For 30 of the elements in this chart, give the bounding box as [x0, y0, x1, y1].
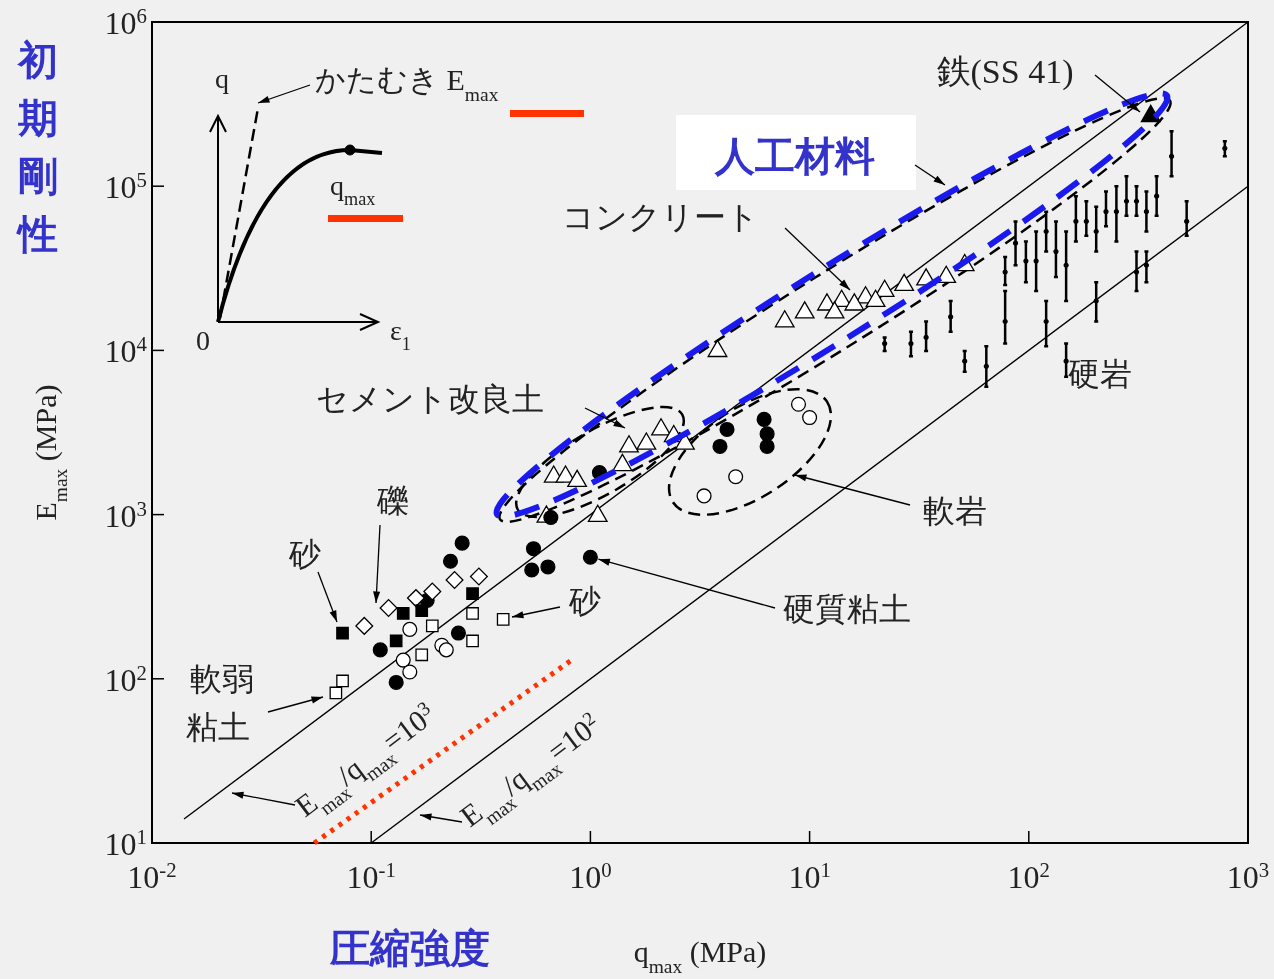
x-tick-label: 10$^{3}$ [1226, 857, 1270, 895]
annotation: 礫 [376, 483, 409, 519]
annotation: 硬岩 [1068, 356, 1132, 392]
x-tick-label: 10$^{1}$ [788, 857, 831, 895]
annotation: セメント改良土 [316, 381, 544, 417]
x-tick-label: 10$^{2}$ [1007, 857, 1050, 895]
text: 圧縮強度 [329, 925, 490, 971]
annotation: 砂 [288, 536, 321, 572]
annotation: 軟岩 [923, 493, 987, 529]
annotation: コンクリート [561, 199, 759, 235]
x-tick-label: 10$^{0}$ [569, 857, 612, 895]
annotation: 粘土 [186, 709, 250, 745]
annotation: q$_{max}$ [330, 170, 376, 209]
annotation: 0 [196, 325, 210, 356]
annotation: 人工材料 [714, 133, 875, 179]
annotation: 軟弱 [190, 661, 254, 697]
annotation: q [215, 63, 229, 94]
y-tick-label: 10$^{4}$ [104, 331, 148, 370]
annotation: 砂 [568, 583, 601, 619]
annotation: かたむき E$_{max}$ [315, 63, 499, 105]
text: 初期剛性 [16, 37, 58, 257]
y-tick-label: 10$^{3}$ [104, 496, 147, 534]
annotation: 鉄(SS 41) [936, 53, 1074, 91]
annotation: ε$_{1}$ [390, 315, 411, 354]
y-tick-label: 10$^{6}$ [104, 3, 147, 41]
annotation: 硬質粘土 [783, 591, 911, 627]
y-tick-label: 10$^{2}$ [104, 660, 147, 698]
x-axis-title: q$_{max}$ (MPa) [633, 935, 767, 977]
x-tick-label: 10$^{-1}$ [346, 857, 396, 895]
y-tick-label: 10$^{5}$ [104, 167, 147, 206]
